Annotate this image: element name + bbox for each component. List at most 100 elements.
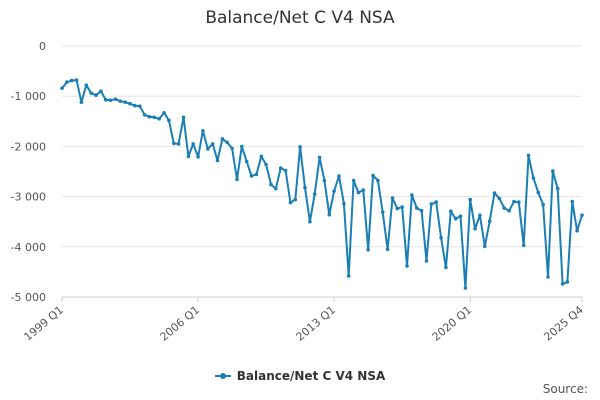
data-point: [244, 159, 249, 164]
data-point: [308, 219, 312, 224]
data-point: [468, 197, 473, 202]
data-point: [278, 166, 283, 170]
data-point: [181, 115, 186, 120]
data-point: [351, 178, 356, 183]
data-point: [517, 200, 521, 204]
data-point: [103, 97, 108, 102]
data-point: [65, 80, 69, 84]
y-tick-label: -5 000: [11, 291, 46, 304]
legend-item[interactable]: Balance/Net C V4 NSA: [214, 369, 386, 383]
data-point: [186, 154, 191, 159]
data-point: [478, 213, 482, 217]
data-point: [235, 177, 239, 182]
data-point: [240, 144, 244, 149]
data-point: [118, 99, 123, 103]
legend[interactable]: Balance/Net C V4 NSA: [0, 366, 600, 383]
data-point: [230, 146, 234, 151]
data-point: [419, 208, 424, 213]
data-point: [191, 142, 195, 146]
data-point: [108, 98, 113, 102]
y-tick-label: -2 000: [11, 140, 46, 153]
data-point: [133, 103, 137, 108]
gridlines: [62, 45, 582, 298]
data-point: [473, 226, 477, 231]
data-point: [172, 141, 176, 146]
data-point: [487, 219, 492, 223]
data-point: [439, 236, 443, 240]
data-point: [327, 212, 332, 217]
data-point: [546, 275, 550, 279]
data-point: [385, 247, 390, 252]
data-point: [69, 78, 74, 83]
data-point: [162, 111, 166, 115]
x-tick-label: 2025 Q4: [541, 303, 585, 343]
data-point: [371, 173, 375, 178]
data-point: [361, 188, 366, 192]
data-point: [346, 274, 351, 278]
data-point: [410, 193, 414, 197]
x-tick-label: 2006 Q1: [158, 303, 202, 343]
data-point: [322, 178, 327, 183]
data-point: [526, 153, 531, 158]
data-point: [415, 206, 419, 210]
data-point: [167, 118, 171, 123]
legend-marker-icon: [214, 373, 231, 379]
data-point: [536, 190, 541, 195]
data-point: [147, 115, 152, 119]
data-point: [400, 205, 405, 209]
data-point: [138, 104, 142, 108]
data-point: [269, 182, 273, 187]
data-point: [128, 101, 132, 106]
data-point: [259, 154, 264, 159]
data-point: [337, 174, 341, 178]
data-point: [332, 189, 336, 193]
data-point: [434, 200, 439, 204]
chart-title: Balance/Net C V4 NSA: [205, 8, 395, 28]
data-point: [405, 264, 409, 268]
data-point: [157, 117, 161, 121]
data-point: [497, 196, 502, 201]
data-point: [521, 243, 526, 248]
data-point: [575, 228, 579, 233]
data-point: [429, 202, 434, 206]
data-point: [113, 97, 118, 101]
data-point: [444, 265, 448, 270]
data-point: [380, 210, 385, 214]
data-point: [531, 176, 536, 180]
data-point: [84, 83, 89, 87]
data-point: [390, 196, 395, 200]
data-point: [303, 185, 307, 190]
y-tick-label: 0: [39, 40, 46, 53]
data-point: [274, 186, 278, 191]
data-point: [424, 259, 429, 263]
data-point: [283, 168, 288, 173]
data-point: [176, 142, 181, 146]
series-balance-net: [60, 78, 584, 290]
data-point: [366, 248, 371, 252]
x-tick-label: 2013 Q1: [294, 303, 338, 343]
legend-label: Balance/Net C V4 NSA: [236, 369, 386, 383]
data-point: [220, 137, 225, 141]
x-tick-label: 1999 Q1: [21, 303, 65, 343]
data-point: [201, 129, 205, 133]
data-point: [210, 142, 215, 146]
data-point: [555, 186, 560, 191]
series-line: [61, 79, 583, 289]
data-point: [565, 280, 570, 284]
data-point: [254, 172, 259, 177]
data-point: [342, 201, 346, 206]
data-point: [507, 208, 511, 213]
data-point: [225, 140, 229, 145]
data-point: [356, 190, 361, 195]
y-tick-label: -1 000: [11, 90, 46, 103]
data-point: [215, 158, 220, 163]
data-point: [492, 191, 497, 195]
data-point: [502, 206, 507, 210]
y-tick-label: -3 000: [11, 191, 46, 204]
data-point: [288, 200, 293, 205]
data-point: [264, 162, 268, 167]
data-point: [60, 86, 64, 90]
data-point: [206, 147, 210, 151]
data-point: [449, 209, 453, 213]
